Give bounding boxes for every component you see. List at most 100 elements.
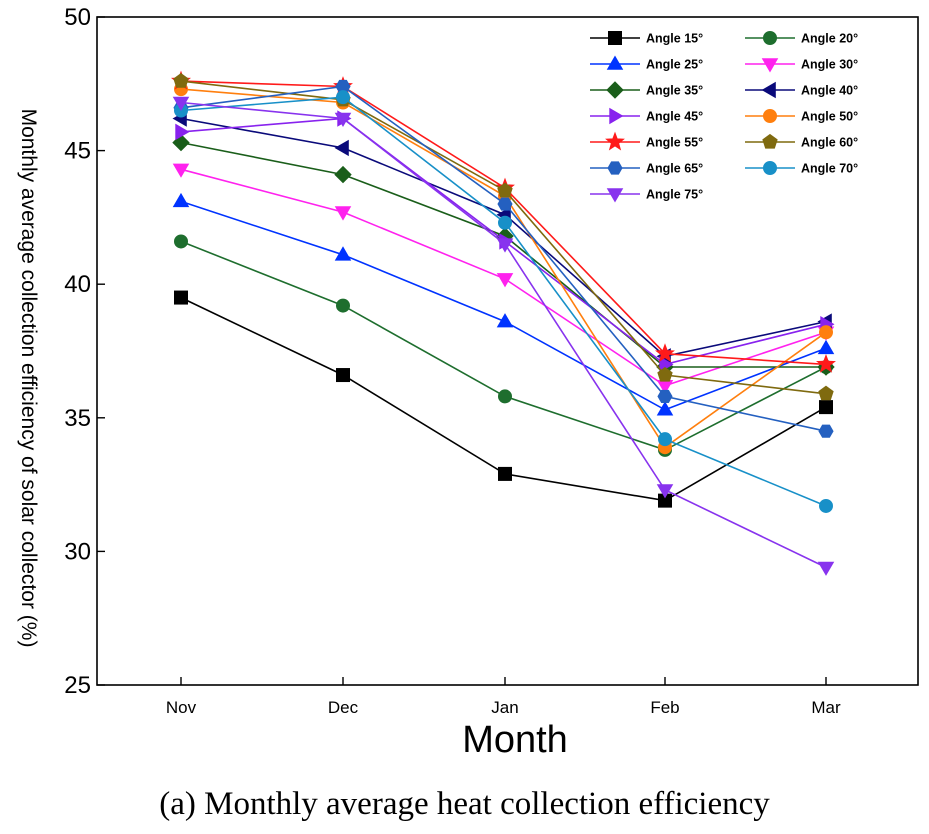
data-point <box>496 313 514 328</box>
legend-label: Angle 25° <box>646 58 703 72</box>
legend-item: Angle 50° <box>745 109 858 124</box>
x-tick-label: Mar <box>811 698 841 717</box>
x-axis-label: Month <box>462 719 568 761</box>
data-point <box>656 401 674 416</box>
data-point <box>174 234 188 249</box>
data-point <box>657 366 673 382</box>
y-tick-label: 50 <box>64 4 91 31</box>
data-point <box>172 96 190 111</box>
data-point <box>818 385 834 401</box>
x-tick-label: Nov <box>166 698 197 717</box>
legend-marker <box>606 81 624 99</box>
data-point <box>334 206 352 221</box>
legend-marker <box>609 107 624 125</box>
y-tick-label: 25 <box>64 672 91 699</box>
y-tick-label: 45 <box>64 138 91 165</box>
axes: 25 30 35 40 45 50 Nov Dec Jan Feb Mar <box>64 4 919 717</box>
y-tick-label: 30 <box>64 538 91 565</box>
legend: Angle 15° Angle 20° Angle 25° Angle 30° Angl… <box>590 31 858 203</box>
series-3 <box>172 163 835 395</box>
y-tick-label: 35 <box>64 405 91 432</box>
data-point <box>336 90 350 105</box>
legend-label: Angle 15° <box>646 32 703 46</box>
legend-marker <box>762 133 778 149</box>
x-tick-label: Jan <box>491 698 518 717</box>
y-axis-label: Monthly average collection efficiency of… <box>17 109 40 648</box>
data-point <box>498 466 512 481</box>
figure-caption: (a) Monthly average heat collection effi… <box>159 786 770 822</box>
legend-label: Angle 75° <box>646 188 703 202</box>
legend-label: Angle 65° <box>646 162 703 176</box>
data-point <box>817 561 835 576</box>
legend-marker <box>763 31 777 45</box>
legend-item: Angle 40° <box>745 81 858 99</box>
data-point <box>172 192 190 208</box>
legend-marker <box>606 55 624 70</box>
series-1 <box>174 234 833 457</box>
legend-item: Angle 60° <box>745 133 858 150</box>
data-point <box>175 123 190 141</box>
legend-label: Angle 30° <box>801 58 858 72</box>
legend-item: Angle 70° <box>745 161 858 176</box>
series-0 <box>174 290 833 508</box>
series-group <box>171 70 836 576</box>
data-point <box>498 215 512 230</box>
data-point <box>334 246 352 261</box>
data-point <box>336 298 350 313</box>
series-line <box>180 85 827 432</box>
legend-item: Angle 15° <box>590 31 703 46</box>
data-point <box>656 484 674 499</box>
legend-marker <box>607 161 623 175</box>
series-line <box>180 240 827 451</box>
legend-marker <box>761 81 776 99</box>
data-point <box>816 353 836 373</box>
y-tick-label: 40 <box>64 271 91 298</box>
legend-item: Angle 65° <box>590 161 703 176</box>
legend-label: Angle 40° <box>801 84 858 98</box>
data-point <box>334 139 349 157</box>
x-tick-label: Dec <box>328 698 359 717</box>
data-point <box>497 197 513 211</box>
data-point <box>657 389 673 403</box>
legend-marker <box>606 188 624 203</box>
legend-marker <box>761 58 779 73</box>
legend-marker <box>763 109 777 123</box>
data-point <box>498 389 512 404</box>
data-point <box>658 432 672 447</box>
data-point <box>655 343 675 363</box>
legend-item: Angle 35° <box>590 81 703 99</box>
legend-label: Angle 35° <box>646 84 703 98</box>
series-line <box>180 141 826 368</box>
legend-item: Angle 30° <box>745 58 858 73</box>
legend-label: Angle 70° <box>801 162 858 176</box>
x-tick-label: Feb <box>650 698 679 717</box>
legend-label: Angle 20° <box>801 32 858 46</box>
legend-label: Angle 60° <box>801 136 858 150</box>
legend-marker <box>763 161 777 175</box>
data-point <box>336 368 350 383</box>
legend-label: Angle 50° <box>801 110 858 124</box>
plot-frame <box>96 16 919 686</box>
data-point <box>173 72 189 88</box>
series-12 <box>172 96 835 576</box>
data-point <box>172 163 190 178</box>
series-11 <box>174 90 833 513</box>
legend-item: Angle 45° <box>590 107 703 125</box>
data-point <box>497 182 513 198</box>
series-line <box>180 96 827 507</box>
data-point <box>819 400 833 415</box>
data-point <box>819 325 833 340</box>
data-point <box>334 112 352 127</box>
legend-item: Angle 55° <box>590 131 703 151</box>
series-line <box>180 101 827 569</box>
series-4 <box>172 133 835 376</box>
data-point <box>818 424 834 438</box>
series-2 <box>172 192 835 416</box>
legend-label: Angle 45° <box>646 110 703 124</box>
legend-item: Angle 25° <box>590 55 703 72</box>
legend-item: Angle 75° <box>590 188 703 203</box>
legend-item: Angle 20° <box>745 31 858 46</box>
legend-marker <box>608 31 622 45</box>
data-point <box>496 273 514 288</box>
